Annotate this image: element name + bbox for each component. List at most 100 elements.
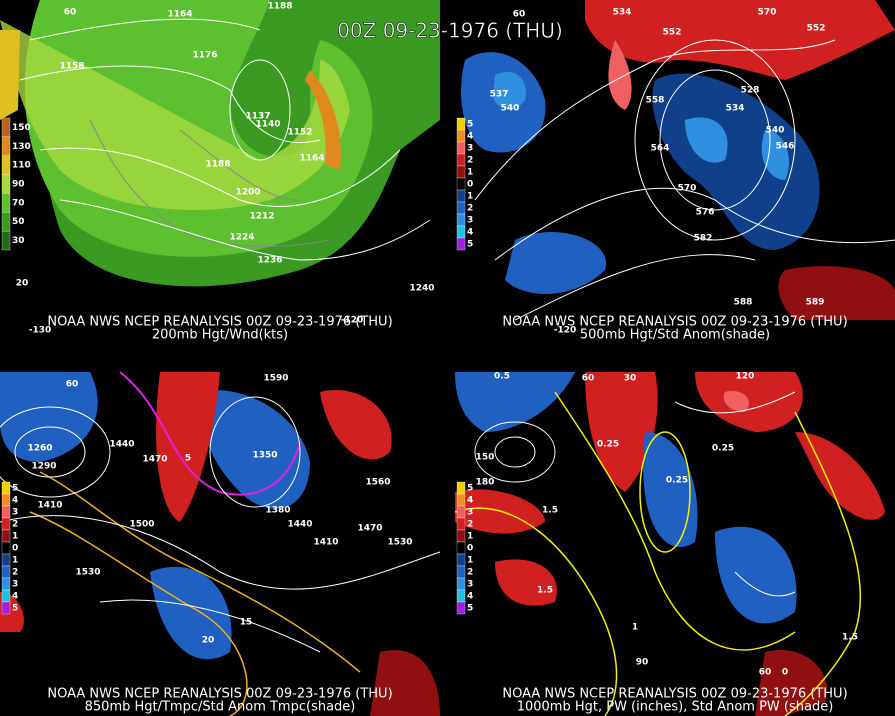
contour-label: 20 <box>16 279 29 289</box>
legend-swatch <box>456 565 466 579</box>
legend-swatch <box>1 589 11 603</box>
legend-swatch <box>456 589 466 603</box>
contour-label: 1236 <box>257 256 282 266</box>
legend-swatch <box>456 601 466 615</box>
panel-caption: NOAA NWS NCEP REANALYSIS 00Z 09-23-1976 … <box>502 315 847 330</box>
contour-label: 588 <box>734 298 753 308</box>
legend-swatch <box>1 505 11 519</box>
legend-label: 3 <box>12 580 18 590</box>
legend-label: 5 <box>467 484 473 494</box>
legend-label: 2 <box>467 204 473 214</box>
legend-label: 3 <box>12 508 18 518</box>
contour-label: 1500 <box>129 520 154 530</box>
contour-label: 1137 <box>245 112 270 122</box>
legend-label: 1 <box>467 532 473 542</box>
contour-label: 537 <box>490 90 509 100</box>
legend-label: 1 <box>12 532 18 542</box>
contour-label: 570 <box>678 184 697 194</box>
legend-swatch <box>456 141 466 155</box>
contour-label: 0 <box>782 668 788 678</box>
legend-label: 4 <box>12 592 18 602</box>
contour-label: 1188 <box>267 2 292 12</box>
legend-label: 0 <box>467 180 473 190</box>
legend-swatch <box>1 155 11 175</box>
legend-swatch <box>1 529 11 543</box>
contour-label: 1590 <box>263 374 288 384</box>
legend-swatch <box>1 174 11 194</box>
contour-label: 1224 <box>229 233 254 243</box>
map-title: 00Z 09-23-1976 (THU) <box>337 19 563 43</box>
contour-label: 1470 <box>357 524 382 534</box>
panel-subtitle: 1000mb Hgt, PW (inches), Std Anom PW (sh… <box>517 700 834 715</box>
legend-swatch <box>456 177 466 191</box>
contour-label: 1152 <box>287 128 312 138</box>
panel-1000mb: NOAA NWS NCEP REANALYSIS 00Z 09-23-1976 … <box>454 372 895 716</box>
contour-label: 1440 <box>287 520 312 530</box>
contour-label: 60 <box>759 668 772 678</box>
legend-label: 3 <box>467 580 473 590</box>
contour-label: 1410 <box>37 501 62 511</box>
legend-swatch <box>1 601 11 615</box>
legend-label: 4 <box>467 228 473 238</box>
contour-label: 30 <box>624 374 637 384</box>
legend-swatch <box>456 541 466 555</box>
contour-label: 540 <box>501 104 520 114</box>
legend-swatch <box>1 517 11 531</box>
contour-label: 1240 <box>409 284 434 294</box>
contour-label: 1.5 <box>542 506 558 516</box>
contour-label: 1350 <box>252 451 277 461</box>
contour-label: 60 <box>66 380 79 390</box>
contour-label: -130 <box>29 326 52 336</box>
legend-label: 5 <box>12 604 18 614</box>
contour-label: 60 <box>513 10 526 20</box>
panel-subtitle: 200mb Hgt/Wnd(kts) <box>152 328 288 343</box>
legend-label: 4 <box>12 496 18 506</box>
contour-label: 1440 <box>109 440 134 450</box>
legend-label: 30 <box>12 236 25 246</box>
contour-label: 1176 <box>192 51 217 61</box>
legend-label: 4 <box>467 132 473 142</box>
contour-label: 1.5 <box>842 633 858 643</box>
legend-swatch <box>456 517 466 531</box>
contour-label: 60 <box>64 8 77 18</box>
contour-label: 570 <box>758 8 777 18</box>
contour-label: 1470 <box>142 455 167 465</box>
contour-label: -120 <box>554 326 577 336</box>
panel-subtitle: 850mb Hgt/Tmpc/Std Anom Tmpc(shade) <box>85 700 356 715</box>
contour-label: 1 <box>632 623 638 633</box>
contour-label: 1164 <box>299 154 324 164</box>
legend-swatch <box>456 165 466 179</box>
legend-label: 2 <box>467 520 473 530</box>
contour-label: 20 <box>202 636 215 646</box>
contour-label: 1410 <box>313 538 338 548</box>
legend-swatch <box>456 237 466 251</box>
contour-label: 15 <box>240 618 253 628</box>
contour-label: 180 <box>476 478 495 488</box>
legend-swatch <box>1 541 11 555</box>
legend-swatch <box>456 225 466 239</box>
legend-label: 3 <box>467 508 473 518</box>
legend-label: 3 <box>467 216 473 226</box>
panel-caption: NOAA NWS NCEP REANALYSIS 00Z 09-23-1976 … <box>502 687 847 702</box>
panel-500mb: NOAA NWS NCEP REANALYSIS 00Z 09-23-1976 … <box>455 0 895 345</box>
contour-label: 1290 <box>31 462 56 472</box>
contour-label: 1260 <box>27 444 52 454</box>
contour-label: 1200 <box>235 188 260 198</box>
legend-swatch <box>456 117 466 131</box>
legend-swatch <box>1 193 11 213</box>
contour-label: 564 <box>651 144 670 154</box>
legend-swatch <box>456 189 466 203</box>
contour-label: 528 <box>741 86 760 96</box>
contour-label: 1164 <box>167 10 192 20</box>
legend-swatch <box>1 117 11 138</box>
contour-label: 1530 <box>75 568 100 578</box>
legend-label: 5 <box>467 120 473 130</box>
contour-label: 1.5 <box>537 586 553 596</box>
contour-label: 5 <box>185 454 191 464</box>
legend-swatch <box>1 577 11 591</box>
legend-label: 90 <box>12 180 25 190</box>
contour-label: 90 <box>636 658 649 668</box>
legend-swatch <box>456 505 466 519</box>
contour-label: 60 <box>582 374 595 384</box>
